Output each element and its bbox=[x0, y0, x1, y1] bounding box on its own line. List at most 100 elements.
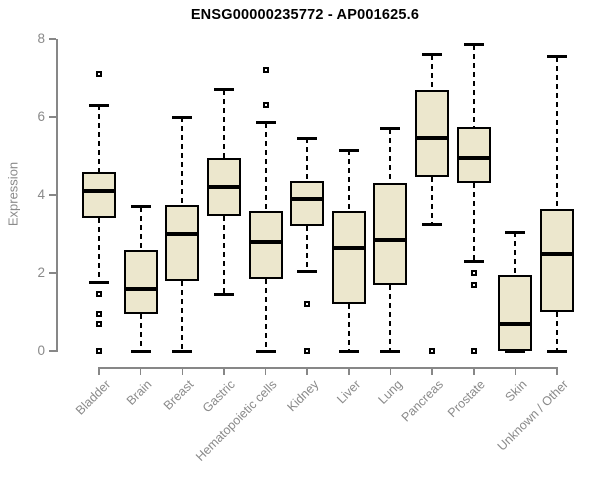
whisker-lower bbox=[98, 218, 100, 283]
x-tick bbox=[223, 367, 225, 375]
x-tick-label: Pancreas bbox=[399, 377, 447, 425]
y-tick bbox=[49, 350, 56, 352]
whisker-cap-lower bbox=[380, 349, 401, 353]
whisker-cap-upper bbox=[255, 121, 276, 125]
whisker-cap-lower bbox=[297, 269, 318, 273]
median-line bbox=[82, 189, 116, 194]
whisker-upper bbox=[389, 128, 392, 184]
y-axis-line bbox=[56, 39, 58, 352]
whisker-lower bbox=[306, 226, 309, 272]
x-axis-line bbox=[99, 367, 559, 369]
whisker-cap-lower bbox=[547, 349, 568, 353]
outlier-point bbox=[262, 67, 269, 74]
x-tick-label: Hematopoietic cells bbox=[193, 377, 280, 464]
outlier-point bbox=[470, 348, 477, 354]
outlier-point bbox=[96, 348, 102, 354]
x-tick-label: Liver bbox=[333, 377, 364, 407]
whisker-upper bbox=[264, 122, 267, 211]
whisker-lower bbox=[431, 177, 434, 225]
box bbox=[331, 210, 366, 305]
whisker-cap-upper bbox=[213, 88, 234, 92]
whisker-lower bbox=[264, 278, 267, 351]
outlier-point bbox=[96, 291, 102, 298]
whisker-cap-lower bbox=[172, 349, 193, 353]
outlier-point bbox=[262, 102, 269, 109]
whisker-cap-upper bbox=[380, 127, 401, 131]
box bbox=[415, 89, 450, 178]
x-tick-label: Prostate bbox=[445, 377, 488, 421]
outlier-point bbox=[470, 281, 477, 288]
chart-title: ENSG00000235772 - AP001625.6 bbox=[190, 7, 420, 23]
whisker-lower bbox=[472, 183, 475, 262]
x-tick bbox=[181, 367, 184, 375]
y-tick-label: 2 bbox=[37, 265, 45, 280]
x-tick-label: Breast bbox=[161, 377, 197, 413]
whisker-cap-upper bbox=[547, 55, 568, 59]
outlier-point bbox=[96, 320, 102, 327]
y-tick-label: 0 bbox=[37, 343, 45, 358]
whisker-cap-lower bbox=[130, 349, 151, 353]
box bbox=[373, 183, 408, 285]
whisker-upper bbox=[98, 105, 100, 172]
whisker-cap-upper bbox=[338, 148, 359, 152]
x-tick bbox=[389, 367, 392, 375]
outlier-point bbox=[470, 270, 477, 276]
whisker-upper bbox=[222, 89, 225, 158]
whisker-lower bbox=[222, 216, 225, 295]
whisker-lower bbox=[347, 304, 350, 351]
x-tick bbox=[306, 367, 308, 375]
median-line bbox=[456, 155, 491, 160]
y-tick bbox=[49, 38, 56, 40]
box bbox=[123, 249, 158, 314]
whisker-cap-lower bbox=[255, 349, 276, 353]
whisker-cap-lower bbox=[213, 292, 234, 296]
whisker-lower bbox=[139, 313, 142, 351]
x-tick bbox=[514, 367, 517, 375]
whisker-lower bbox=[181, 280, 184, 351]
whisker-lower bbox=[389, 284, 392, 351]
box bbox=[498, 274, 533, 351]
whisker-cap-lower bbox=[463, 259, 484, 263]
x-tick-label: Brain bbox=[124, 377, 155, 408]
box bbox=[165, 204, 200, 281]
outlier-point bbox=[429, 348, 436, 354]
median-line bbox=[498, 321, 533, 326]
median-line bbox=[290, 196, 325, 201]
whisker-cap-upper bbox=[130, 205, 151, 209]
whisker-upper bbox=[306, 138, 309, 182]
whisker-upper bbox=[181, 117, 184, 205]
y-tick-label: 6 bbox=[37, 109, 45, 124]
whisker-cap-lower bbox=[422, 222, 443, 226]
whisker-cap-upper bbox=[463, 43, 484, 47]
x-tick bbox=[98, 367, 100, 375]
outlier-point bbox=[96, 310, 102, 317]
x-tick bbox=[348, 367, 350, 375]
y-tick bbox=[49, 194, 56, 196]
whisker-cap-upper bbox=[505, 230, 526, 234]
x-tick-label: Kidney bbox=[284, 377, 322, 415]
whisker-lower bbox=[556, 312, 559, 351]
outlier-point bbox=[304, 301, 311, 308]
median-line bbox=[415, 136, 450, 141]
whisker-cap-upper bbox=[89, 103, 109, 107]
x-tick-label: Skin bbox=[502, 377, 530, 405]
x-tick bbox=[473, 367, 475, 375]
box bbox=[540, 208, 575, 312]
whisker-cap-upper bbox=[297, 136, 318, 140]
box bbox=[82, 171, 116, 219]
median-line bbox=[123, 286, 158, 291]
median-line bbox=[206, 185, 241, 190]
median-line bbox=[165, 232, 200, 236]
y-tick bbox=[49, 272, 56, 274]
whisker-upper bbox=[514, 232, 517, 275]
whisker-upper bbox=[347, 150, 350, 211]
whisker-cap-upper bbox=[172, 115, 193, 119]
box bbox=[456, 126, 491, 184]
box bbox=[248, 210, 283, 279]
median-line bbox=[540, 251, 575, 256]
whisker-cap-lower bbox=[89, 281, 109, 285]
whisker-upper bbox=[139, 206, 142, 250]
whisker-cap-upper bbox=[422, 53, 443, 57]
x-tick bbox=[139, 367, 142, 375]
